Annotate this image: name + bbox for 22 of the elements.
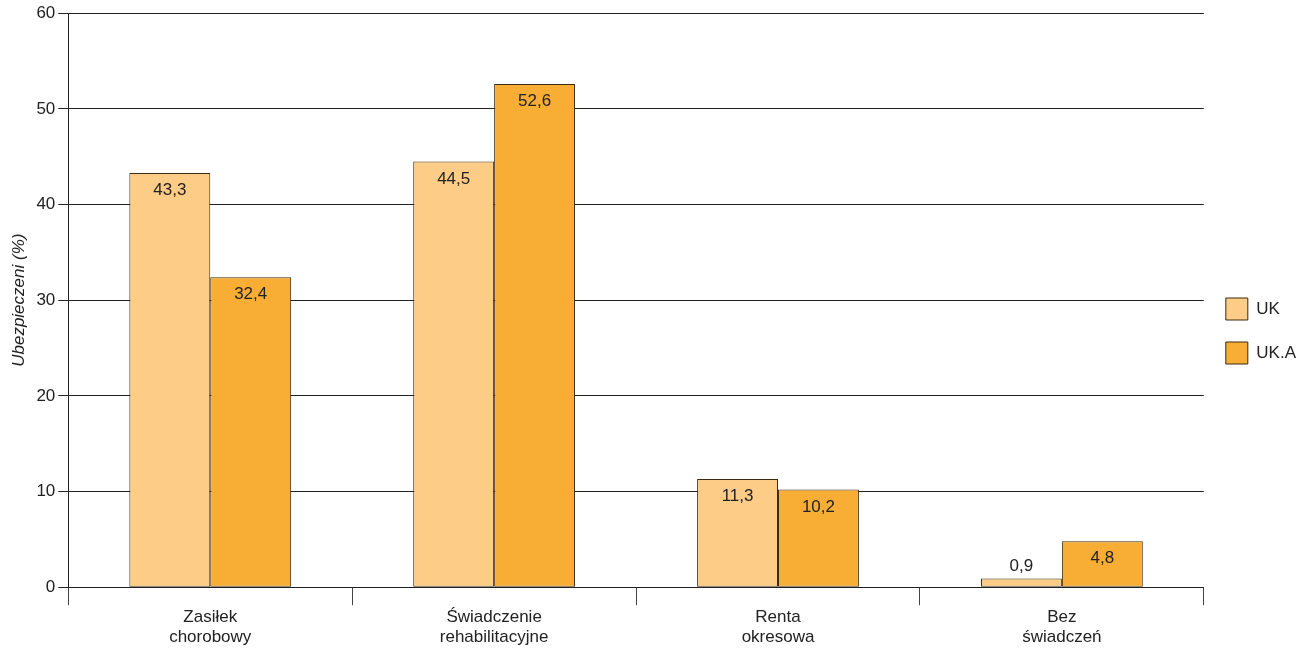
legend-label: UK.A [1256, 342, 1297, 362]
data-label: 10,2 [801, 496, 835, 516]
y-tick-label: 50 [36, 98, 56, 118]
y-tick-label: 0 [45, 576, 56, 596]
data-label: 52,6 [518, 91, 552, 111]
data-label: 0,9 [1009, 555, 1034, 575]
data-label: 32,4 [234, 284, 268, 304]
data-label: 43,3 [153, 180, 187, 200]
data-label: 44,5 [437, 168, 471, 188]
y-tick-label: 30 [36, 289, 56, 309]
x-tick-label: Zasiłek chorobowy [169, 607, 252, 647]
x-tick-label: Renta okresowa [741, 607, 815, 647]
x-tick-label: Bez świadczeń [1022, 607, 1102, 647]
y-tick-label: 10 [36, 481, 56, 501]
y-tick-label: 20 [36, 385, 56, 405]
legend-label: UK [1256, 298, 1281, 318]
data-label: 11,3 [721, 486, 754, 506]
y-tick-label: 40 [36, 194, 56, 214]
y-axis-title: Ubezpieczeni (%) [8, 233, 28, 367]
y-tick-label: 60 [36, 2, 56, 22]
x-tick-label: Świadczenie rehabilitacyjne [439, 607, 549, 647]
data-label: 4,8 [1090, 548, 1115, 568]
